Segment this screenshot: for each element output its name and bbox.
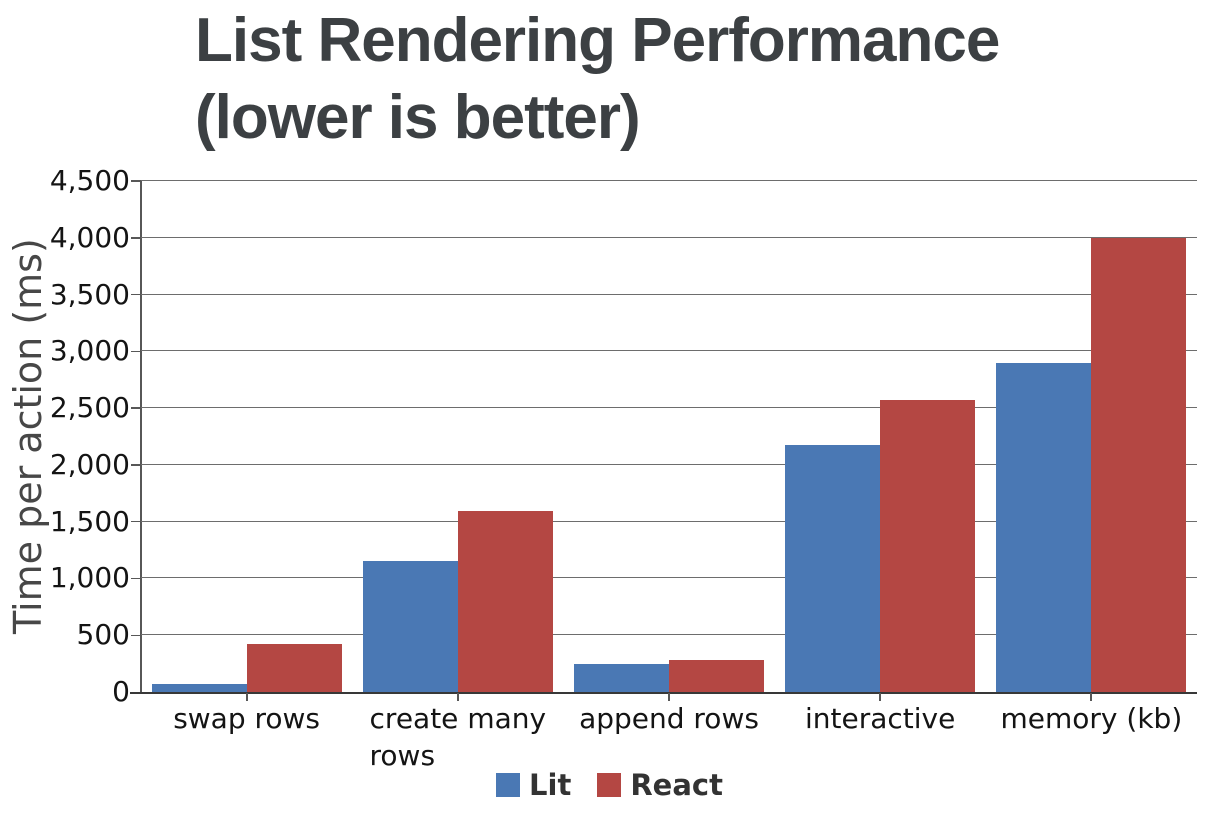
x-axis-label-text: interactive [805,702,956,735]
bar-lit [996,362,1092,692]
chart-title-line-2: (lower is better) [195,83,641,152]
x-axis-label: create many rows [352,700,564,774]
gridline [141,236,1197,238]
x-axis-label-text: swap rows [173,702,321,735]
y-tick-mark [131,180,141,182]
legend-label-lit: Lit [529,768,572,802]
gridline [141,350,1197,352]
bar-lit [573,664,669,692]
y-axis-tick-label: 1,500 [49,504,130,538]
y-tick-mark [131,464,141,466]
x-tick-mark [668,693,670,701]
y-axis-tick-label: 2,500 [49,391,130,425]
legend-label-react: React [630,768,723,802]
y-axis-title: Time per action (ms) [6,238,50,635]
y-tick-mark [131,407,141,409]
bar-react [1091,237,1187,692]
legend-item-react: React [597,768,723,802]
bar-lit [785,445,881,692]
gridline [141,463,1197,465]
x-axis-label-text: memory (kb) [1000,702,1183,735]
y-axis-line [140,181,142,692]
x-axis-label: append rows [563,700,775,737]
gridline [141,180,1197,181]
y-axis-tick-label: 2,000 [49,447,130,481]
x-tick-mark [879,693,882,701]
gridline [141,407,1197,409]
chart-legend: Lit React [0,768,1219,802]
y-axis-tick-label: 4,000 [49,220,130,254]
y-tick-mark [131,634,141,636]
chart-title: List Rendering Performance (lower is bet… [195,2,1000,156]
bar-react [246,644,342,692]
gridline [141,577,1197,579]
y-axis-tick-label: 4,500 [49,164,130,197]
y-tick-mark [131,520,141,523]
bar-lit [362,561,458,692]
bar-lit [151,684,247,692]
x-axis-label-text: append rows [579,702,759,735]
x-axis-label: memory (kb) [985,700,1197,737]
legend-color-swatch-lit [496,773,521,797]
y-tick-mark [131,350,141,353]
bar-react [880,399,976,692]
y-axis-tick-label: 500 [76,618,130,652]
y-tick-mark [131,237,141,239]
y-tick-mark [131,577,141,580]
chart-title-line-1: List Rendering Performance [195,6,1000,75]
x-tick-mark [456,693,459,701]
x-axis-line [130,691,1197,694]
y-axis-tick-label: 1,000 [49,561,130,595]
y-axis-tick-label: 3,000 [49,334,130,368]
x-axis-label-text: create many rows [369,702,547,772]
x-axis-label: interactive [774,700,986,737]
bar-react [668,660,764,692]
gridline [141,634,1197,636]
gridline [141,293,1197,295]
y-axis-tick-label: 0 [112,675,130,708]
y-axis-tick-label: 3,500 [49,277,130,311]
gridline [141,520,1197,522]
x-axis-label: swap rows [141,700,353,737]
legend-color-swatch-react [597,773,622,797]
x-tick-mark [245,693,248,701]
plot-area [130,180,1197,701]
y-tick-mark [131,293,141,296]
bar-react [457,511,553,692]
x-tick-mark [1090,693,1093,701]
x-axis-labels: swap rows create many rows append rows inte… [141,700,1197,780]
legend-item-lit: Lit [496,768,571,802]
